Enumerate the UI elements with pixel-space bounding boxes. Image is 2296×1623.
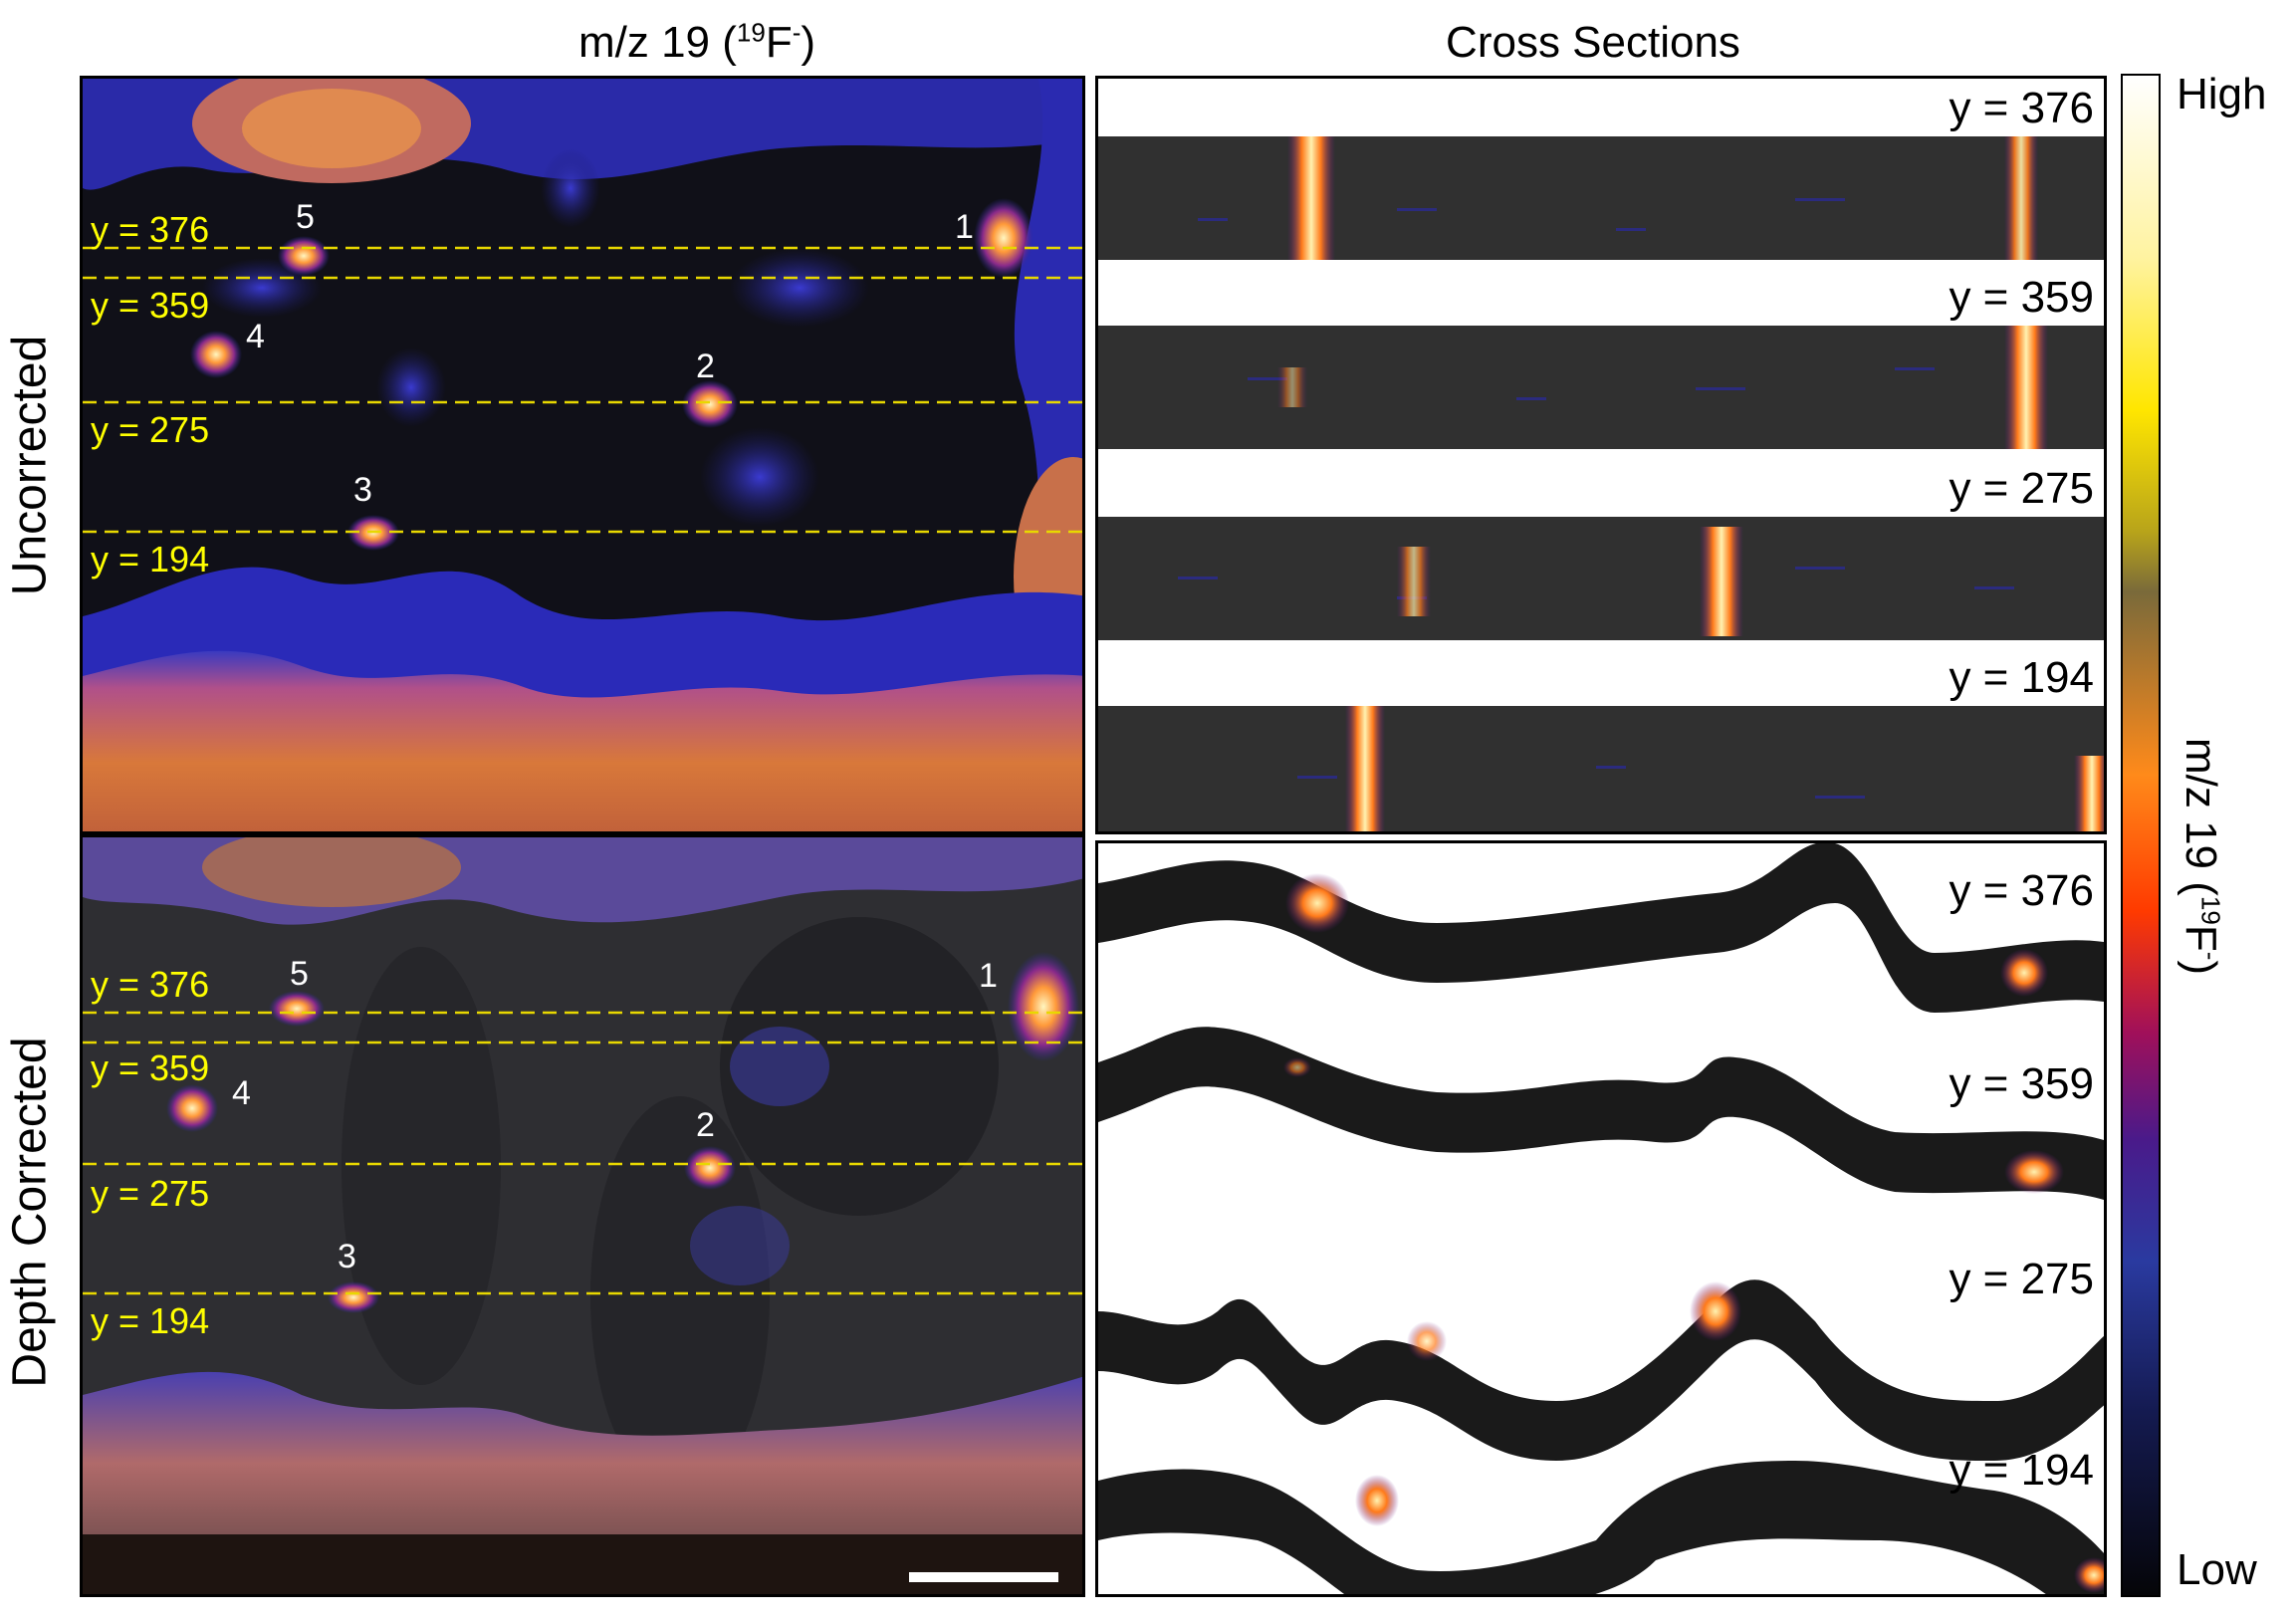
y-label-359-corrected: y = 359 bbox=[91, 1047, 209, 1088]
point-label-4-corrected: 4 bbox=[232, 1074, 251, 1112]
cs-corrected-label-194: y = 194 bbox=[1949, 1446, 2094, 1495]
depth-corrected-cross-sections-panel: y = 376 y = 359 y = 275 y = 194 bbox=[1095, 840, 2107, 1597]
cs-label-376: y = 376 bbox=[1949, 84, 2094, 132]
y-label-194: y = 194 bbox=[91, 539, 209, 580]
point-label-2: 2 bbox=[696, 348, 715, 385]
image-title: m/z 19 (19F-) bbox=[577, 17, 816, 67]
cs-corrected-label-359: y = 359 bbox=[1949, 1059, 2094, 1108]
colorbar-high-label: High bbox=[2177, 70, 2267, 118]
scale-bar bbox=[909, 1572, 1058, 1582]
colorbar bbox=[2121, 74, 2161, 1597]
cs-label-359: y = 359 bbox=[1949, 273, 2094, 322]
cs-label-194: y = 194 bbox=[1949, 653, 2094, 702]
point-label-1: 1 bbox=[955, 208, 974, 246]
depth-corrected-cross-sections: y = 376 y = 359 y = 275 y = 194 bbox=[1098, 843, 2104, 1594]
colorbar-title: m/z 19 (19F-) bbox=[2177, 737, 2226, 976]
colorbar-low-label: Low bbox=[2177, 1545, 2257, 1594]
point-label-3: 3 bbox=[353, 471, 372, 509]
y-label-359: y = 359 bbox=[91, 285, 209, 326]
y-label-194-corrected: y = 194 bbox=[91, 1300, 209, 1341]
y-label-275: y = 275 bbox=[91, 409, 209, 450]
uncorrected-image: y = 376 y = 359 y = 275 y = 194 1 2 3 4 … bbox=[83, 79, 1082, 831]
y-label-275-corrected: y = 275 bbox=[91, 1173, 209, 1214]
y-label-376-corrected: y = 376 bbox=[91, 964, 209, 1005]
point-label-5-corrected: 5 bbox=[290, 955, 309, 993]
point-label-2-corrected: 2 bbox=[696, 1106, 715, 1144]
cross-sections-title: Cross Sections bbox=[1446, 18, 1740, 67]
uncorrected-cross-sections: y = 376 y = 359 y = 275 y = 194 bbox=[1098, 84, 2104, 831]
y-label-376: y = 376 bbox=[91, 209, 209, 250]
cs-corrected-label-275: y = 275 bbox=[1949, 1255, 2094, 1303]
depth-corrected-image-panel: y = 376 y = 359 y = 275 y = 194 1 2 3 4 … bbox=[80, 834, 1085, 1597]
depth-corrected-image: y = 376 y = 359 y = 275 y = 194 1 2 3 4 … bbox=[83, 837, 1082, 1594]
point-label-4: 4 bbox=[246, 318, 265, 355]
uncorrected-image-panel: y = 376 y = 359 y = 275 y = 194 1 2 3 4 … bbox=[80, 76, 1085, 834]
cs-label-275: y = 275 bbox=[1949, 464, 2094, 513]
cs-corrected-label-376: y = 376 bbox=[1949, 866, 2094, 915]
uncorrected-cross-sections-panel: y = 376 y = 359 y = 275 y = 194 bbox=[1095, 76, 2107, 834]
row-label-uncorrected: Uncorrected bbox=[3, 335, 57, 596]
point-label-1-corrected: 1 bbox=[979, 957, 998, 995]
point-label-3-corrected: 3 bbox=[338, 1238, 356, 1275]
point-label-5: 5 bbox=[296, 198, 315, 236]
row-label-depth-corrected: Depth Corrected bbox=[3, 1037, 57, 1388]
